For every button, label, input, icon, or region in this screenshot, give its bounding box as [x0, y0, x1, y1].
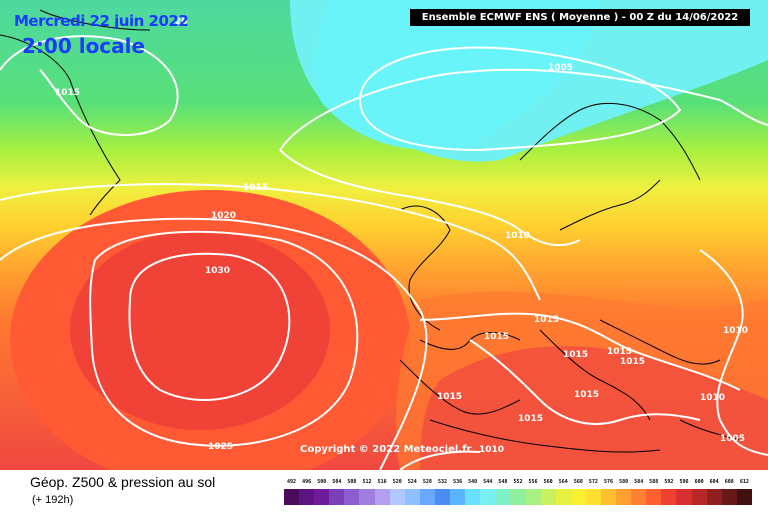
scale-swatch: [571, 489, 586, 505]
scale-label: 556: [526, 478, 541, 487]
scale-swatch: [616, 489, 631, 505]
scale-swatch: [405, 489, 420, 505]
map-legend-footer: Géop. Z500 & pression au sol (+ 192h) 49…: [0, 470, 768, 512]
scale-label: 524: [405, 478, 420, 487]
color-scale: 492 496 500 504 508 512 516 520 524 528 532 536 540 5…: [284, 478, 752, 510]
isobar-label: 1010: [723, 326, 748, 336]
scale-swatch: [344, 489, 359, 505]
copyright-notice: Copyright © 2022 Meteociel.fr: [300, 444, 471, 455]
scale-swatch: [646, 489, 661, 505]
isobar-label: 1015: [607, 347, 632, 357]
scale-swatch: [526, 489, 541, 505]
scale-label: 600: [692, 478, 707, 487]
scale-swatch: [359, 489, 374, 505]
color-scale-swatches: [284, 489, 752, 505]
isobar-label: 1015: [55, 88, 80, 98]
scale-label: 592: [661, 478, 676, 487]
isobar-label: 1015: [620, 357, 645, 367]
scale-swatch: [450, 489, 465, 505]
scale-swatch: [299, 489, 314, 505]
color-scale-labels: 492 496 500 504 508 512 516 520 524 528 532 536 540 5…: [284, 478, 752, 487]
isobar-label: 1015: [534, 315, 559, 325]
isobar-label: 1010: [700, 393, 725, 403]
weather-map: 1005 1015 1015 1020 1030 1025 1010 1015 …: [0, 0, 768, 470]
scale-swatch: [722, 489, 737, 505]
scale-label: 580: [616, 478, 631, 487]
scale-label: 492: [284, 478, 299, 487]
scale-swatch: [390, 489, 405, 505]
isobar-label: 1005: [720, 434, 745, 444]
scale-swatch: [284, 489, 299, 505]
isobar-label: 1005: [548, 63, 573, 73]
scale-label: 520: [390, 478, 405, 487]
scale-label: 572: [586, 478, 601, 487]
scale-swatch: [465, 489, 480, 505]
scale-label: 496: [299, 478, 314, 487]
scale-swatch: [661, 489, 676, 505]
scale-label: 608: [722, 478, 737, 487]
scale-label: 548: [495, 478, 510, 487]
forecast-time: 2:00 locale: [22, 34, 145, 58]
scale-swatch: [707, 489, 722, 505]
scale-swatch: [586, 489, 601, 505]
isobar-label: 1015: [243, 183, 268, 193]
lead-time: (+ 192h): [32, 494, 73, 506]
scale-swatch: [541, 489, 556, 505]
scale-label: 584: [631, 478, 646, 487]
scale-label: 528: [420, 478, 435, 487]
scale-label: 508: [344, 478, 359, 487]
scale-label: 544: [480, 478, 495, 487]
forecast-date: Mercredi 22 juin 2022: [14, 12, 188, 30]
isobar-label: 1015: [518, 414, 543, 424]
scale-label: 568: [571, 478, 586, 487]
scale-label: 504: [329, 478, 344, 487]
scale-label: 532: [435, 478, 450, 487]
isobar-label: 1020: [211, 211, 236, 221]
scale-label: 500: [314, 478, 329, 487]
scale-label: 576: [601, 478, 616, 487]
scale-swatch: [329, 489, 344, 505]
scale-label: 612: [737, 478, 752, 487]
scale-swatch: [601, 489, 616, 505]
scale-label: 588: [646, 478, 661, 487]
scale-swatch: [435, 489, 450, 505]
isobar-label: 1015: [484, 332, 509, 342]
scale-swatch: [375, 489, 390, 505]
scale-label: 604: [707, 478, 722, 487]
scale-label: 560: [541, 478, 556, 487]
isobar-label: 1025: [208, 442, 233, 452]
scale-swatch: [737, 489, 752, 505]
scale-swatch: [495, 489, 510, 505]
scale-label: 512: [359, 478, 374, 487]
scale-swatch: [676, 489, 691, 505]
scale-label: 536: [450, 478, 465, 487]
scale-swatch: [631, 489, 646, 505]
model-run-info: Ensemble ECMWF ENS ( Moyenne ) - 00 Z du…: [410, 9, 750, 26]
scale-swatch: [556, 489, 571, 505]
scale-label: 552: [510, 478, 525, 487]
scale-swatch: [314, 489, 329, 505]
isobar-label: 1015: [574, 390, 599, 400]
scale-label: 564: [556, 478, 571, 487]
scale-swatch: [480, 489, 495, 505]
scale-label: 516: [375, 478, 390, 487]
scale-label: 596: [676, 478, 691, 487]
isobar-label: 1015: [437, 392, 462, 402]
isobar-label: 1030: [205, 266, 230, 276]
isobar-label: 1010: [479, 445, 504, 455]
scale-swatch: [692, 489, 707, 505]
scale-swatch: [420, 489, 435, 505]
isobar-label: 1015: [563, 350, 588, 360]
isobar-label: 1010: [505, 231, 530, 241]
scale-label: 540: [465, 478, 480, 487]
scale-swatch: [510, 489, 525, 505]
field-title: Géop. Z500 & pression au sol: [30, 474, 215, 490]
